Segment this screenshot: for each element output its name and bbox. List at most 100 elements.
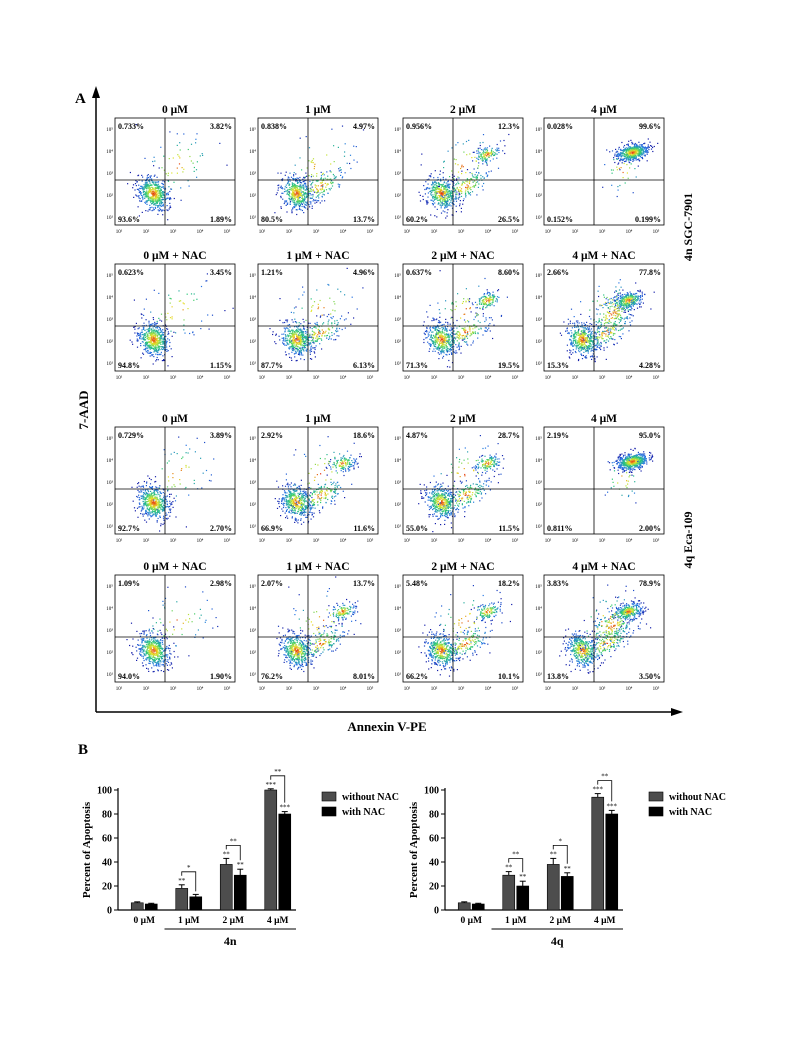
comparison-stars: **: [230, 837, 238, 845]
y-log-tick-label: 10⁵: [535, 273, 542, 279]
y-log-tick-label: 10¹: [395, 215, 402, 221]
x-log-tick-label: 10⁴: [485, 686, 492, 692]
significance-stars: ***: [266, 781, 277, 789]
y-log-tick-label: 10³: [250, 480, 257, 486]
x-log-tick-label: 10³: [599, 538, 606, 544]
flow-plot-title: 2 μM: [450, 104, 476, 116]
compound-label: 4n: [681, 248, 695, 261]
quadrant-upper-right-percent: 3.82%: [210, 122, 232, 131]
bar-without-nac: [591, 796, 605, 911]
flow-plot-frame: [402, 263, 524, 372]
y-tick-label: 40: [429, 858, 439, 869]
flow-plot-title: 0 μM: [162, 413, 188, 425]
comparison-bracket: [508, 858, 524, 873]
bar-with-nac: [471, 903, 485, 911]
flow-plot-frame: [402, 117, 524, 226]
flow-plot-title: 4 μM + NAC: [572, 250, 635, 262]
y-log-tick-label: 10⁵: [535, 436, 542, 442]
x-log-tick-label: 10⁴: [340, 538, 347, 544]
significance-stars: ***: [593, 786, 604, 794]
y-log-tick-label: 10⁵: [249, 436, 256, 442]
y-log-tick-label: 10⁵: [249, 584, 256, 590]
quadrant-upper-left-percent: 2.92%: [261, 431, 283, 440]
flow-plot-grid: 0 μM 0.733% 3.82% 93.6% 1.89% 10¹ 10¹ 10² 10² 10³…: [106, 104, 665, 692]
compound-label: 4q: [681, 556, 695, 569]
bar-with-nac: [516, 885, 530, 911]
x-log-tick-label: 10³: [458, 375, 465, 381]
quadrant-lower-right-percent: 2.00%: [639, 524, 661, 533]
flow-plot-title: 0 μM: [162, 104, 188, 116]
flow-plot-frame: [114, 117, 236, 226]
quadrant-lower-left-percent: 0.152%: [547, 215, 573, 224]
flow-plot: 2 μM 4.87% 28.7% 55.0% 11.5% 10¹ 10¹ 10² 10² 10³ 1…: [394, 413, 524, 544]
flow-plot-events: [418, 435, 505, 533]
flow-plot-title: 2 μM + NAC: [431, 250, 494, 262]
quadrant-upper-right-percent: 3.45%: [210, 268, 232, 277]
significance-stars: **: [519, 873, 527, 881]
flow-plot-events: [559, 584, 652, 674]
quadrant-upper-right-percent: 13.7%: [353, 579, 375, 588]
y-log-tick-label: 10¹: [395, 672, 402, 678]
x-log-tick-label: 10³: [599, 229, 606, 235]
quadrant-upper-left-percent: 4.87%: [406, 431, 428, 440]
quadrant-upper-right-percent: 8.60%: [498, 268, 520, 277]
y-log-tick-label: 10⁵: [106, 436, 113, 442]
category-label: 2 μM: [223, 916, 245, 926]
y-log-tick-label: 10⁵: [535, 584, 542, 590]
comparison-stars: **: [512, 851, 520, 859]
x-log-tick-label: 10³: [170, 686, 177, 692]
x-log-tick-label: 10⁴: [197, 229, 204, 235]
flow-plot-events: [126, 586, 219, 673]
y-log-tick-label: 10¹: [395, 524, 402, 530]
x-log-tick-label: 10¹: [259, 686, 266, 692]
x-log-tick-label: 10²: [286, 686, 293, 692]
flow-plot-events: [127, 124, 228, 221]
y-log-tick-label: 10²: [250, 502, 257, 508]
x-log-tick-label: 10⁴: [197, 375, 204, 381]
x-log-tick-label: 10⁴: [485, 229, 492, 235]
x-log-tick-label: 10⁵: [224, 229, 231, 235]
comparison-bracket: [181, 871, 197, 892]
y-log-tick-label: 10⁴: [106, 149, 113, 155]
y-log-tick-label: 10⁴: [249, 606, 256, 612]
y-log-tick-label: 10¹: [536, 361, 543, 367]
bar-with-nac: [605, 813, 619, 911]
flow-plot-title: 4 μM + NAC: [572, 561, 635, 573]
flow-plot: 1 μM 0.838% 4.97% 80.5% 13.7% 10¹ 10¹ 10² 10² 10³…: [249, 104, 379, 235]
flow-plot-frame: [114, 426, 236, 535]
x-log-tick-label: 10⁵: [367, 686, 374, 692]
y-log-tick-label: 10³: [250, 628, 257, 634]
y-log-tick-label: 10⁵: [249, 273, 256, 279]
x-log-tick-label: 10²: [143, 229, 150, 235]
x-log-tick-label: 10⁴: [485, 375, 492, 381]
y-log-tick-label: 10⁴: [249, 458, 256, 464]
y-log-tick-label: 10³: [395, 628, 402, 634]
x-log-tick-label: 10³: [313, 229, 320, 235]
x-log-tick-label: 10⁵: [224, 375, 231, 381]
x-log-tick-label: 10²: [572, 538, 579, 544]
y-tick-label: 80: [102, 810, 112, 821]
category-label: 4 μM: [267, 916, 289, 926]
significance-stars: **: [178, 877, 186, 885]
y-log-tick-label: 10³: [107, 480, 114, 486]
quadrant-lower-right-percent: 1.15%: [210, 361, 232, 370]
flow-plot-events: [276, 576, 362, 673]
flow-plot-events: [129, 273, 234, 367]
x-log-tick-label: 10²: [286, 538, 293, 544]
x-log-tick-label: 10¹: [404, 375, 411, 381]
bar-without-nac: [219, 864, 233, 911]
quadrant-lower-left-percent: 15.3%: [547, 361, 569, 370]
y-log-tick-label: 10²: [536, 193, 543, 199]
flow-plot-events: [602, 138, 659, 198]
quadrant-lower-left-percent: 13.8%: [547, 672, 569, 681]
x-log-tick-label: 10⁴: [626, 686, 633, 692]
flow-plot: 2 μM 0.956% 12.3% 60.2% 26.5% 10¹ 10¹ 10² 10² 10³…: [394, 104, 524, 235]
flow-plot-events: [422, 270, 508, 368]
y-log-tick-label: 10²: [395, 193, 402, 199]
flow-plot-title: 0 μM + NAC: [143, 250, 206, 262]
flow-plot-title: 2 μM + NAC: [431, 561, 494, 573]
